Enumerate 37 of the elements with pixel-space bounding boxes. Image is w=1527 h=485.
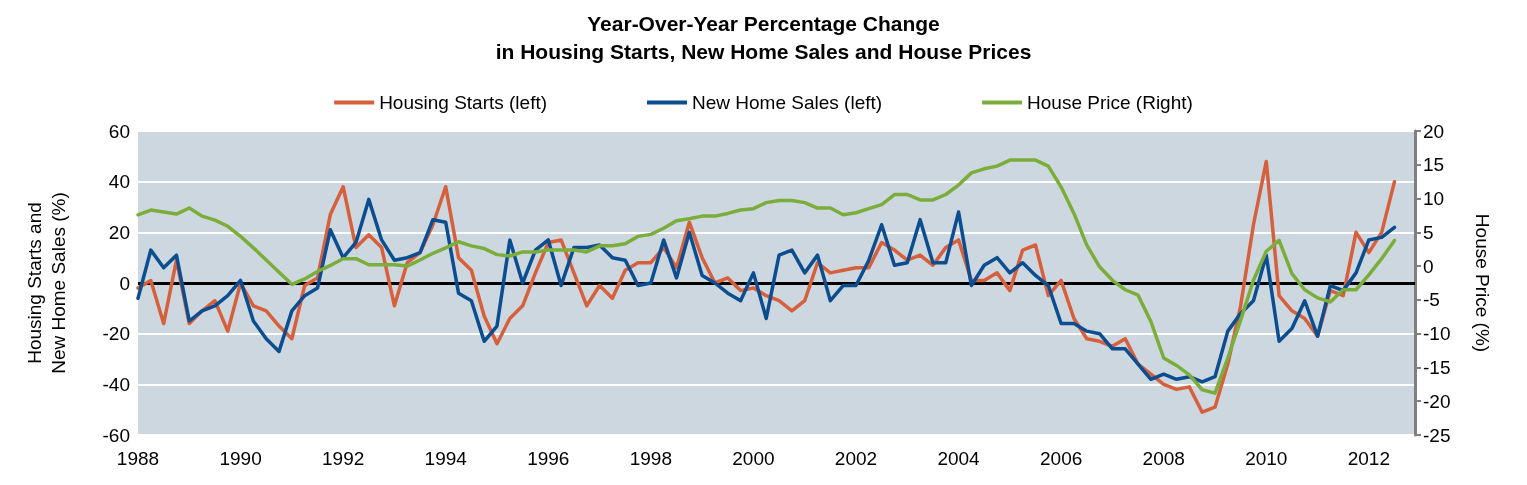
- y2-tick-label: -20: [1423, 390, 1451, 412]
- y-axis-title: Housing Starts and New Home Sales (%): [23, 192, 69, 374]
- x-tick-label: 2012: [1347, 448, 1390, 469]
- y-tick-label: -40: [102, 373, 130, 395]
- x-tick-label: 2010: [1245, 448, 1288, 469]
- y2-tick-label: -10: [1423, 323, 1451, 345]
- x-tick-label: 1996: [527, 448, 570, 469]
- y2-tick-label: 10: [1423, 188, 1445, 210]
- x-tick-label: 2004: [937, 448, 981, 469]
- line-series: [136, 197, 1397, 384]
- x-tick-label: 2006: [1039, 448, 1083, 469]
- y2-tick-label: -25: [1423, 424, 1451, 446]
- x-tick-label: 1992: [322, 448, 365, 469]
- y-tick-label: -60: [102, 424, 130, 446]
- x-tick-label: 1998: [629, 448, 672, 469]
- x-tick-label: 2008: [1142, 448, 1185, 469]
- y-tick-label: 0: [119, 272, 130, 294]
- y2-tick-label: -5: [1423, 289, 1440, 311]
- y2-tick-label: -15: [1423, 356, 1451, 378]
- x-tick-label: 1990: [219, 448, 262, 469]
- y-tick-label: -20: [102, 323, 130, 345]
- y-tick-label: 20: [108, 221, 130, 243]
- y2-tick-label: 20: [1423, 120, 1445, 142]
- y-tick-label: 60: [108, 120, 130, 142]
- y2-tick-label: 15: [1423, 154, 1445, 176]
- legend-label: Housing Starts (left): [379, 92, 548, 113]
- y2-tick-label: 0: [1423, 255, 1434, 277]
- y-tick-label: 40: [108, 171, 130, 193]
- y2-tick-label: 5: [1423, 221, 1434, 243]
- chart-title: Year-Over-Year Percentage Change in Housing Starts, New Home Sales and House Prices: [495, 11, 1032, 63]
- x-tick-label: 2000: [732, 448, 775, 469]
- x-tick-label: 1994: [424, 448, 468, 469]
- legend-label: House Price (Right): [1027, 92, 1193, 113]
- legend-label: New Home Sales (left): [692, 92, 883, 113]
- x-tick-label: 2002: [834, 448, 878, 469]
- x-tick-label: 1988: [116, 448, 160, 469]
- y2-axis-title: House Price (%): [1472, 213, 1493, 353]
